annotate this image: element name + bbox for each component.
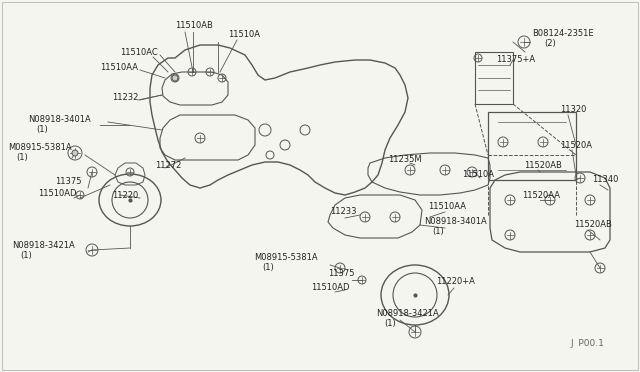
Text: 11375: 11375: [55, 177, 81, 186]
Text: N08918-3421A: N08918-3421A: [12, 241, 75, 250]
Text: (1): (1): [16, 153, 28, 162]
Text: M08915-5381A: M08915-5381A: [254, 253, 317, 262]
Text: 11340: 11340: [592, 175, 618, 184]
Circle shape: [172, 75, 178, 81]
Bar: [488, 112, 576, 180]
Text: (2): (2): [544, 39, 556, 48]
Text: N08918-3421A: N08918-3421A: [376, 309, 439, 318]
Text: 11510AD: 11510AD: [38, 189, 77, 198]
Text: 11375+A: 11375+A: [496, 55, 535, 64]
Text: 11510AC: 11510AC: [120, 48, 157, 57]
Text: 11232: 11232: [112, 93, 138, 102]
Text: 11510A: 11510A: [228, 30, 260, 39]
Text: (1): (1): [262, 263, 274, 272]
Text: (1): (1): [20, 251, 32, 260]
Text: 11235M: 11235M: [388, 155, 422, 164]
Text: (1): (1): [432, 227, 444, 236]
Text: 11510AA: 11510AA: [100, 63, 138, 72]
Text: 11233: 11233: [330, 207, 356, 216]
Text: N08918-3401A: N08918-3401A: [424, 217, 487, 226]
Circle shape: [72, 150, 78, 156]
Text: J  P00.1: J P00.1: [570, 339, 604, 348]
Text: (1): (1): [36, 125, 48, 134]
Text: 11520A: 11520A: [560, 141, 592, 150]
Text: 11510AD: 11510AD: [311, 283, 349, 292]
Text: 11375: 11375: [328, 269, 355, 278]
Text: N08918-3401A: N08918-3401A: [28, 115, 91, 124]
Text: 11510AA: 11510AA: [428, 202, 466, 211]
Text: 11272: 11272: [155, 161, 181, 170]
Text: (1): (1): [384, 319, 396, 328]
Text: 11320: 11320: [560, 105, 586, 114]
Text: 11520AB: 11520AB: [574, 220, 612, 229]
Text: M08915-5381A: M08915-5381A: [8, 143, 72, 152]
Text: 11220: 11220: [112, 191, 138, 200]
Text: 11220+A: 11220+A: [436, 277, 475, 286]
Text: 11520AA: 11520AA: [522, 191, 560, 200]
Text: 11510A: 11510A: [462, 170, 494, 179]
Text: 11510AB: 11510AB: [175, 21, 213, 30]
Text: B08124-2351E: B08124-2351E: [532, 29, 594, 38]
Text: 11520AB: 11520AB: [524, 161, 562, 170]
